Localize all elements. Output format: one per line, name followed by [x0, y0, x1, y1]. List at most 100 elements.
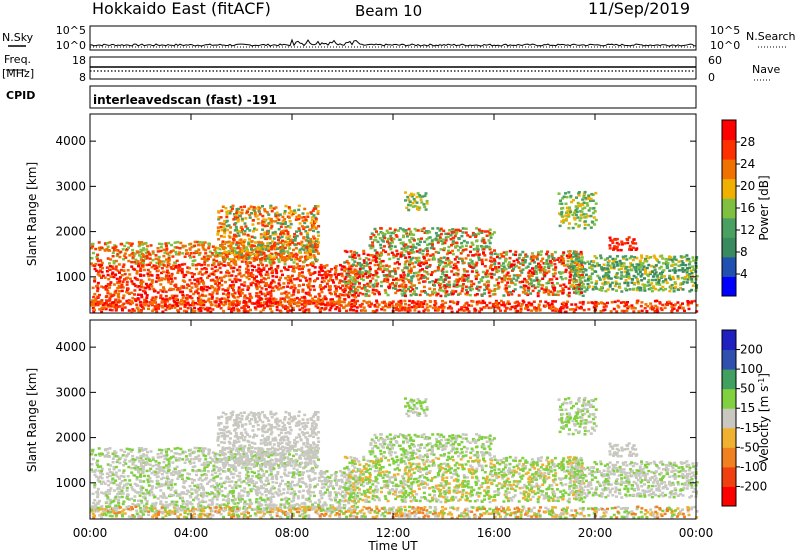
- power-cell-4026: [339, 304, 343, 307]
- power-cell-1749: [288, 243, 292, 246]
- velocity-cell-242: [156, 480, 160, 483]
- power-cell-2911: [390, 237, 394, 240]
- power-cell-2736: [549, 264, 553, 267]
- power-cell-617: [261, 263, 265, 267]
- power-cell-2412: [473, 293, 477, 297]
- power-cell-26: [97, 270, 101, 274]
- power-cell-2660: [536, 292, 540, 295]
- velocity-cell-187: [142, 480, 146, 483]
- power-cell-3093: [480, 229, 484, 233]
- power-cell-3100: [484, 230, 487, 233]
- power-cell-2589: [519, 262, 523, 265]
- power-cell-1700: [275, 211, 279, 214]
- power-cell-2088: [391, 282, 394, 285]
- velocity-cell-347: [184, 479, 188, 483]
- power-cell-2418: [472, 254, 476, 257]
- power-cell-2352: [453, 258, 457, 261]
- power-cell-3680: [575, 210, 579, 213]
- power-cell-2156: [405, 266, 409, 270]
- power-cell-2066: [384, 250, 388, 254]
- velocity-cell-284: [169, 493, 172, 497]
- velocity-cell-46: [103, 482, 107, 485]
- power-cell-2678: [539, 283, 543, 287]
- power-cell-3818: [153, 305, 157, 308]
- power-cell-686: [277, 278, 281, 282]
- velocity-cell-358: [188, 472, 192, 476]
- power-cell-2570: [512, 268, 515, 271]
- power-cell-3579: [627, 236, 631, 239]
- power-cell-1524: [240, 256, 244, 259]
- power-cell-409: [201, 281, 205, 284]
- power-cell-3272: [618, 282, 622, 286]
- power-cell-2155: [407, 269, 411, 272]
- power-cell-3102: [485, 245, 489, 248]
- power-cell-72: [108, 268, 112, 272]
- power-cell-1548: [243, 222, 247, 225]
- power-cell-3919: [245, 304, 249, 307]
- power-cell-2251: [430, 271, 434, 274]
- power-cell-3202: [598, 278, 602, 281]
- power-cell-1087: [160, 242, 164, 246]
- power-cell-3174: [589, 277, 593, 281]
- velocity-cell-312: [177, 475, 181, 478]
- power-cell-296: [172, 288, 176, 291]
- power-cell-2385: [462, 268, 466, 271]
- power-cell-561: [247, 286, 251, 290]
- power-cell-2336: [452, 273, 456, 276]
- power-cell-113: [120, 289, 124, 293]
- power-cell-122: [121, 265, 125, 268]
- power-cell-484: [225, 298, 229, 301]
- power-cell-2581: [514, 253, 517, 257]
- power-cell-3157: [583, 286, 586, 289]
- power-cell-2139: [404, 277, 408, 280]
- power-cell-3705: [582, 195, 586, 198]
- power-cell-705: [287, 291, 291, 295]
- power-cell-1816: [302, 215, 306, 219]
- power-cell-541: [242, 296, 246, 299]
- power-cell-1567: [250, 257, 254, 260]
- power-cell-19: [98, 293, 101, 297]
- power-cell-1531: [242, 240, 246, 243]
- power-cell-1322: [274, 253, 278, 256]
- velocity-cell-29: [97, 469, 101, 473]
- power-cell-3162: [583, 262, 587, 265]
- power-cell-1172: [204, 252, 208, 255]
- power-cell-2630: [529, 292, 533, 295]
- velocity-cell-402: [200, 469, 203, 473]
- power-cell-1004: [119, 250, 123, 254]
- power-cell-857: [329, 285, 332, 288]
- power-cell-224: [155, 303, 159, 307]
- power-cell-355: [187, 284, 191, 287]
- power-cell-1693: [277, 238, 280, 242]
- power-cell-3880: [210, 303, 214, 306]
- power-cell-1062: [145, 248, 149, 251]
- power-cell-646: [268, 298, 272, 302]
- power-cell-4030: [345, 309, 348, 313]
- power-cell-2321: [447, 285, 451, 289]
- power-cell-2349: [455, 267, 459, 270]
- power-cell-1789: [297, 214, 301, 217]
- power-cell-1932: [352, 263, 355, 266]
- power-cell-1240: [240, 260, 244, 263]
- velocity-cell-253: [160, 483, 164, 486]
- power-cell-3987: [304, 300, 307, 303]
- power-cell-162: [135, 272, 139, 275]
- power-cell-748: [300, 303, 304, 306]
- power-cell-3563: [615, 247, 619, 250]
- power-cell-4312: [579, 305, 583, 309]
- power-cell-4171: [456, 300, 460, 304]
- power-cell-3235: [606, 268, 610, 272]
- power-cell-755: [298, 265, 302, 268]
- velocity-cell-443: [215, 503, 219, 506]
- power-cell-4180: [467, 310, 471, 313]
- power-cell-4255: [527, 303, 531, 307]
- power-cell-2865: [369, 246, 373, 250]
- power-cell-2259: [433, 284, 436, 287]
- power-cell-378: [197, 299, 201, 302]
- power-cell-1019: [127, 242, 131, 245]
- power-cell-2595: [519, 285, 523, 289]
- power-cell-698: [284, 290, 288, 294]
- power-cell-1980: [365, 289, 369, 292]
- power-cell-3465: [671, 260, 675, 264]
- power-cell-2166: [411, 288, 415, 291]
